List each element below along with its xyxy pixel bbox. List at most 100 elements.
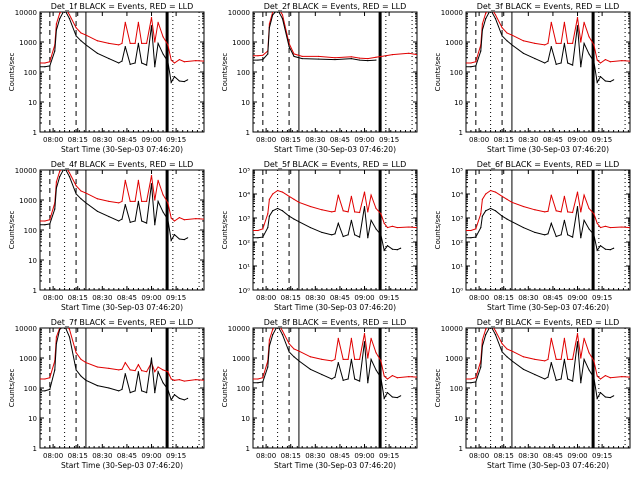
x-tick-label: 08:30 <box>518 452 538 460</box>
data-point-lld <box>170 217 172 219</box>
series-line-lld <box>466 12 630 64</box>
data-point-events <box>272 334 274 336</box>
data-point-events <box>609 249 611 251</box>
data-point-events <box>40 66 41 68</box>
data-point-events <box>54 50 56 52</box>
x-tick-label: 08:00 <box>43 294 63 302</box>
x-tick-label: 09:00 <box>567 136 587 144</box>
data-point-lld <box>195 217 197 220</box>
data-point-events <box>309 226 311 229</box>
data-point-lld <box>331 211 333 213</box>
data-point-events <box>485 18 487 20</box>
data-point-lld <box>494 14 497 16</box>
data-point-events <box>318 58 320 60</box>
x-tick-label: 08:00 <box>43 136 63 144</box>
data-point-events <box>494 210 497 212</box>
data-point-events <box>121 60 123 62</box>
data-point-events <box>593 377 595 379</box>
data-point-events <box>281 334 284 336</box>
y-axis-label: Counts/sec <box>8 53 16 92</box>
data-point-events <box>555 63 557 65</box>
data-point-lld <box>293 53 295 55</box>
data-point-lld <box>108 42 110 44</box>
data-point-events <box>154 224 156 226</box>
data-point-events <box>470 66 472 68</box>
data-point-lld <box>511 34 513 36</box>
data-point-lld <box>118 369 120 371</box>
data-point-lld <box>494 191 497 193</box>
data-point-lld <box>475 377 477 379</box>
x-tick-label: 09:00 <box>141 136 161 144</box>
x-axis-label: Start Time (30-Sep-03 07:46:20) <box>61 303 183 312</box>
data-point-lld <box>203 218 204 220</box>
y-tick-label: 100 <box>24 227 37 235</box>
data-point-lld <box>596 375 598 377</box>
data-point-lld <box>40 378 41 380</box>
data-point-lld <box>318 55 320 58</box>
data-point-lld <box>583 194 585 196</box>
data-point-events <box>485 334 487 336</box>
data-point-lld <box>501 27 503 29</box>
data-point-lld <box>183 219 185 221</box>
data-point-events <box>80 40 82 42</box>
data-point-lld <box>481 198 483 200</box>
y-tick-label: 100 <box>450 385 463 393</box>
data-point-events <box>162 382 164 384</box>
data-point-lld <box>96 40 98 42</box>
data-point-lld <box>267 213 269 215</box>
data-point-lld <box>272 193 274 195</box>
y-tick-label: 10000 <box>228 9 250 17</box>
data-point-lld <box>75 185 77 187</box>
data-point-lld <box>599 226 602 229</box>
data-point-lld <box>501 343 503 345</box>
data-point-events <box>118 390 120 392</box>
data-point-events <box>298 360 300 362</box>
data-point-lld <box>560 42 562 44</box>
data-point-lld <box>253 55 254 57</box>
data-point-events <box>375 59 377 61</box>
x-tick-label: 09:00 <box>141 294 161 302</box>
data-point-events <box>350 57 352 60</box>
data-point-lld <box>629 376 630 378</box>
data-point-lld <box>129 200 131 202</box>
x-tick-label: 08:45 <box>543 294 563 302</box>
x-tick-label: 08:45 <box>543 136 563 144</box>
data-point-lld <box>547 358 549 360</box>
x-tick-label: 09:15 <box>592 136 612 144</box>
y-tick-label: 10 <box>241 99 250 107</box>
data-point-events <box>331 378 333 380</box>
x-tick-label: 09:00 <box>567 452 587 460</box>
data-point-lld <box>337 194 339 196</box>
data-point-events <box>334 376 336 378</box>
chart-title: Det_8f BLACK = Events, RED = LLD <box>264 318 407 327</box>
data-point-events <box>75 35 77 37</box>
data-point-lld <box>309 205 311 208</box>
data-point-events <box>183 399 185 401</box>
data-point-events <box>501 351 503 353</box>
y-tick-label: 1 <box>246 129 250 137</box>
data-point-events <box>534 373 536 376</box>
data-point-lld <box>506 198 508 200</box>
data-point-events <box>150 357 153 359</box>
data-point-events <box>68 176 71 178</box>
data-point-lld <box>170 378 172 380</box>
data-point-events <box>173 394 176 396</box>
data-point-events <box>380 377 382 379</box>
data-point-events <box>167 219 169 221</box>
data-point-events <box>137 371 139 373</box>
data-point-events <box>391 396 393 398</box>
data-point-lld <box>203 60 204 62</box>
data-point-events <box>146 222 148 224</box>
data-point-lld <box>522 205 525 208</box>
data-point-events <box>588 53 590 55</box>
y-axis-label: Counts/sec <box>8 369 16 408</box>
data-point-lld <box>268 198 270 200</box>
data-point-lld <box>359 358 361 360</box>
data-point-lld <box>580 211 582 213</box>
data-point-events <box>170 81 172 84</box>
data-point-events <box>262 236 264 238</box>
data-point-events <box>534 57 536 60</box>
x-tick-label: 08:30 <box>305 294 325 302</box>
data-point-events <box>475 65 477 67</box>
data-point-lld <box>44 62 46 64</box>
